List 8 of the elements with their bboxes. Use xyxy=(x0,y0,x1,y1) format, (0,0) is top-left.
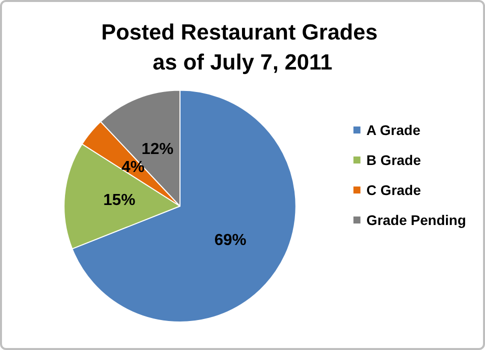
chart-title: Posted Restaurant Grades as of July 7, 2011 xyxy=(101,20,384,74)
legend-label: C Grade xyxy=(366,182,422,198)
data-label: 12% xyxy=(142,140,174,158)
legend-label: B Grade xyxy=(366,152,422,168)
data-label: 69% xyxy=(214,232,246,249)
legend-label: Grade Pending xyxy=(366,212,466,228)
data-label: 15% xyxy=(103,192,136,209)
legend-label: A Grade xyxy=(366,122,421,138)
